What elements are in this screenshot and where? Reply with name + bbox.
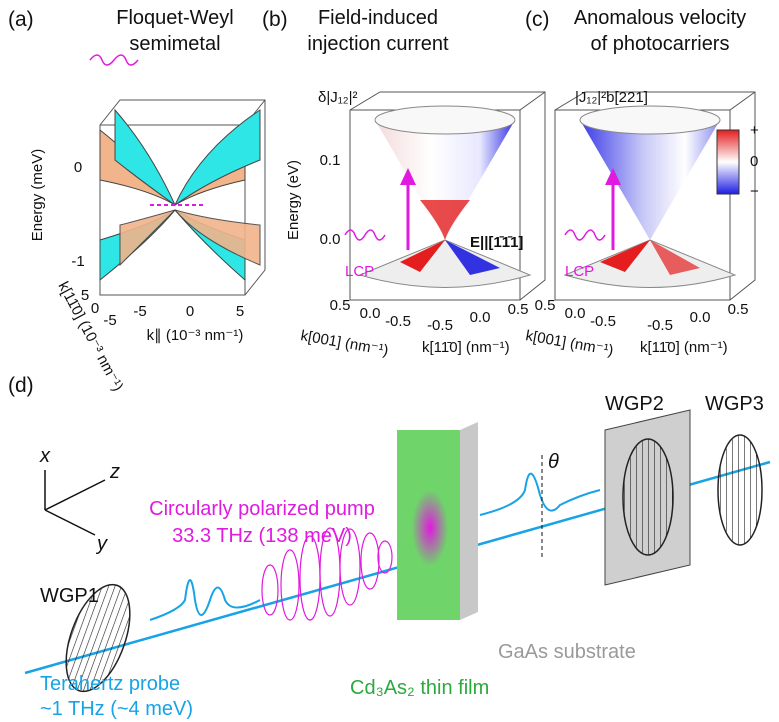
tick-label: 0.0	[320, 231, 341, 248]
angle-label: θ	[548, 451, 559, 473]
panel-label: (d)	[8, 374, 34, 397]
tick-label: 0.0	[690, 309, 711, 326]
tick-label: 0.0	[565, 305, 586, 322]
tick-label: -0.5	[427, 317, 453, 334]
tick-label: 0	[74, 159, 82, 176]
axis-name: y	[95, 533, 108, 555]
tick-label: 0.5	[535, 297, 556, 314]
panel-title: Field-induced	[318, 7, 438, 29]
tick-label: 0.5	[330, 297, 351, 314]
quantity-label: |J₁₂|²b[221]	[575, 89, 648, 106]
panel-a-plot	[90, 55, 265, 295]
panel-b-plot	[345, 92, 545, 300]
tick-label: -1	[71, 253, 84, 270]
panel-label: (a)	[8, 8, 34, 31]
panel-label: (c)	[525, 8, 550, 31]
colorbar-label: 0	[750, 153, 758, 170]
panel-title: of photocarriers	[591, 33, 730, 55]
panel-d-drawing	[25, 410, 770, 700]
tick-label: -0.5	[590, 313, 616, 330]
polarizer-label: WGP1	[40, 585, 99, 607]
tick-label: -0.5	[385, 313, 411, 330]
tick-label: -0.5	[647, 317, 673, 334]
tick-label: 5	[236, 303, 244, 320]
axis-name: x	[39, 445, 51, 467]
page: {"panel_a":{"label":"(a)","title":["Floq…	[0, 0, 779, 722]
tick-label: 0.1	[320, 152, 341, 169]
pump-label: LCP	[345, 263, 374, 280]
tick-label: 0	[186, 303, 194, 320]
tick-label: 5	[81, 287, 89, 304]
axis-label: k[001] (nm⁻¹)	[524, 327, 614, 359]
probe-label: ~1 THz (~4 meV)	[40, 698, 193, 720]
panel-title: injection current	[307, 33, 449, 55]
tick-label: -5	[133, 303, 146, 320]
panel-label: (b)	[262, 8, 288, 31]
figure: (a) Floquet-Weyl semimetal Energy (meV) …	[0, 0, 779, 722]
axis-label: k[11̄0] (nm⁻¹)	[640, 339, 728, 356]
tick-label: 0.5	[508, 301, 529, 318]
pump-label: LCP	[565, 263, 594, 280]
axis-name: z	[109, 461, 120, 483]
pump-label: 33.3 THz (138 meV)	[172, 525, 352, 547]
quantity-label: δ|J₁₂|²	[318, 89, 358, 106]
axis-label: k[001] (nm⁻¹)	[299, 327, 389, 359]
axis-label: Energy (eV)	[285, 160, 302, 240]
field-label: E||[1̄1̄1]	[470, 234, 523, 251]
axis-label: k[11̄0] (10⁻³ nm⁻¹)	[54, 279, 126, 394]
substrate-label: GaAs substrate	[498, 641, 636, 663]
panel-title: Floquet-Weyl	[116, 7, 233, 29]
axis-label: k∥ (10⁻³ nm⁻¹)	[147, 327, 244, 344]
tick-label: 0.5	[728, 301, 749, 318]
axis-label: Energy (meV)	[29, 149, 46, 242]
panel-title: semimetal	[129, 33, 220, 55]
tick-label: -5	[103, 312, 116, 329]
probe-label: Terahertz probe	[40, 673, 180, 695]
colorbar-label: −	[750, 183, 759, 200]
tick-label: 0.0	[470, 309, 491, 326]
tick-label: 0	[91, 300, 99, 317]
panel-title: Anomalous velocity	[574, 7, 746, 29]
film-label: Cd₃As₂ thin film	[350, 677, 489, 699]
tick-label: 0.0	[360, 305, 381, 322]
axis-label: k[11̄0] (nm⁻¹)	[422, 339, 510, 356]
pump-label: Circularly polarized pump	[149, 498, 375, 520]
colorbar-label: +	[750, 122, 759, 139]
polarizer-label: WGP3	[705, 393, 764, 415]
polarizer-label: WGP2	[605, 393, 664, 415]
